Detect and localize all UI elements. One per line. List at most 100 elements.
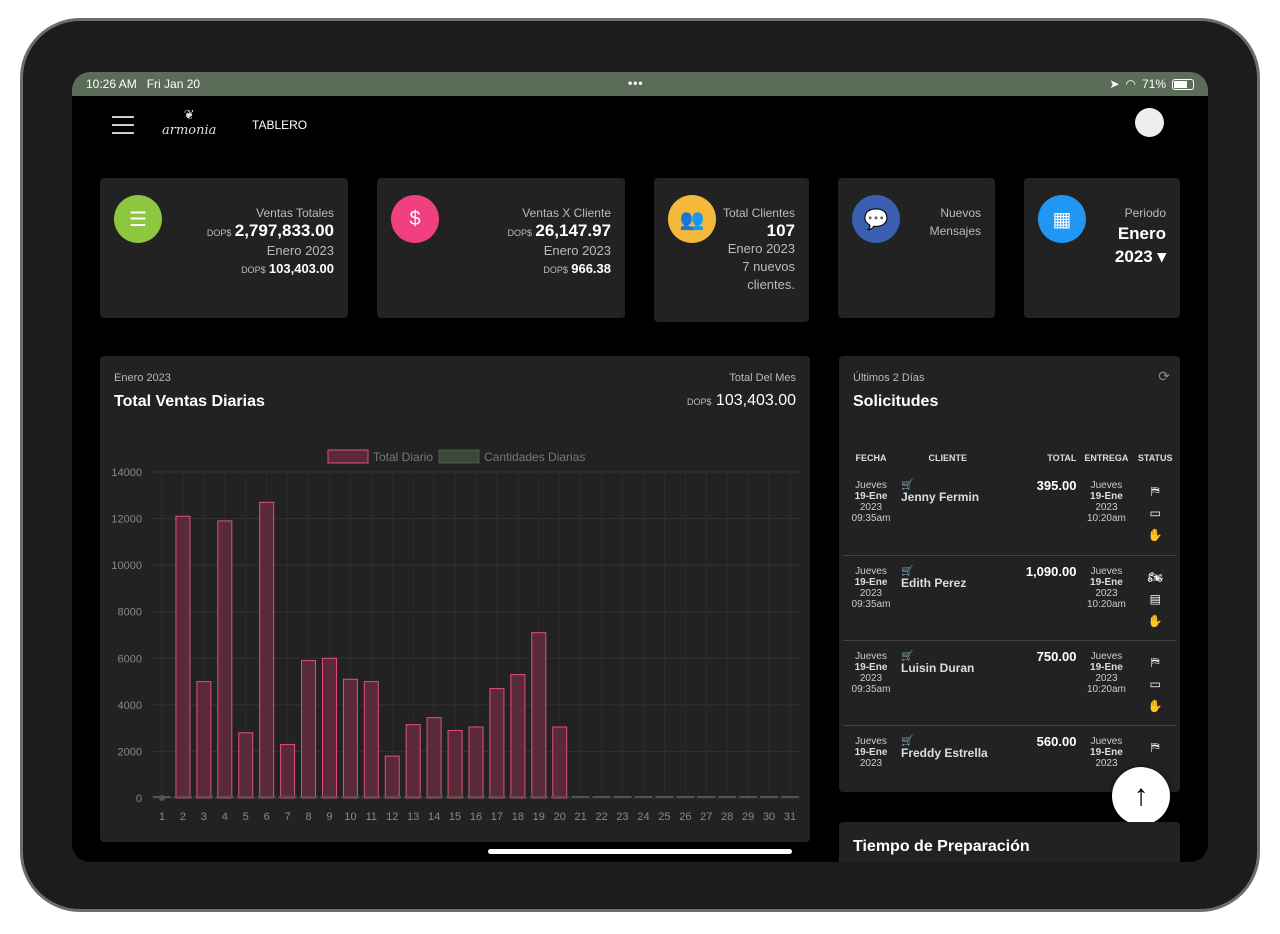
bar-cantidades-diarias [362,796,381,798]
x-tick-label: 27 [700,811,712,823]
x-tick-label: 16 [470,811,482,823]
bar-cantidades-diarias [781,796,799,798]
page-title: TABLERO [252,118,308,132]
refresh-icon[interactable]: ⟳ [1158,368,1170,384]
x-tick-label: 2 [180,811,186,823]
battery-percent: 71% [1141,77,1166,91]
kpi-periodo[interactable]: ▦ Periodo Enero 2023 ▾ [1024,178,1180,318]
x-tick-label: 13 [407,811,419,823]
bar-cantidades-diarias [467,796,485,798]
x-tick-label: 19 [533,811,545,823]
prep-time-card: Tiempo de Preparación [839,822,1180,862]
battery-icon [1172,78,1194,90]
bar-cantidades-diarias [550,796,569,798]
status-icon: ⛿ [1150,654,1160,669]
x-tick-label: 7 [285,811,291,823]
invoice-dollar-icon: $ [391,195,439,243]
status-icon: ✋ [1147,528,1163,542]
bar-total-diario [196,681,212,799]
scroll-top-button[interactable]: ↑ [1112,767,1170,825]
bar-total-diario [217,520,233,799]
bar-cantidades-diarias [236,796,255,798]
location-icon: ➤ [1109,77,1120,91]
x-tick-label: 1 [159,811,165,823]
bar-cantidades-diarias [655,796,674,798]
zero-point [159,795,165,801]
cart-icon: 🛒 [901,565,914,577]
x-tick-label: 11 [366,811,377,823]
bar-cantidades-diarias [613,796,632,798]
multitask-dots[interactable]: ••• [628,76,644,90]
coins-icon: ☰ [114,195,162,243]
bar-total-diario [384,755,400,799]
bar-cantidades-diarias [592,796,611,798]
kpi-ventas-cliente: $ Ventas X Cliente DOP$ 26,147.97 Enero … [377,178,625,318]
bar-cantidades-diarias [676,796,695,798]
bar-cantidades-diarias [425,796,444,798]
bar-total-diario [447,729,463,799]
period-select[interactable]: Enero 2023 ▾ [1114,224,1166,266]
x-tick-label: 23 [616,811,628,823]
bar-cantidades-diarias [341,796,360,798]
y-tick-label: 12000 [111,514,142,526]
bar-total-diario [468,726,484,799]
bar-total-diario [238,732,254,799]
x-tick-label: 14 [428,811,440,823]
bar-total-diario [489,688,505,799]
bar-total-diario [363,681,379,799]
status-icon: ▭ [1149,676,1161,691]
menu-icon[interactable] [112,116,134,140]
table-row[interactable]: Jueves 19-Ene 2023 09:35am 🛒 Jenny Fermin 39… [843,470,1176,556]
table-row[interactable]: Jueves 19-Ene 2023 09:35am 🛒 Edith Perez 1,0… [843,555,1176,641]
chart-period: Enero 2023 [114,372,171,384]
bar-cantidades-diarias [634,796,653,798]
home-indicator[interactable] [488,849,792,854]
status-icon: ▭ [1149,506,1161,520]
y-tick-label: 2000 [118,746,142,758]
kpi-nuevos-mensajes[interactable]: 💬 Nuevos Mensajes [838,178,995,318]
bar-cantidades-diarias [508,796,527,798]
bar-total-diario [342,678,358,799]
bar-total-diario [259,501,275,799]
cart-icon: 🛒 [901,735,914,747]
status-time: 10:26 AM [86,77,137,91]
x-tick-label: 22 [595,811,607,823]
status-icon: ✋ [1147,698,1163,713]
requests-title: Solicitudes [853,393,939,410]
bar-total-diario [301,660,317,799]
y-tick-label: 8000 [118,607,142,619]
y-tick-label: 10000 [111,560,142,572]
logo: ❦ armonia [162,108,217,138]
x-tick-label: 5 [243,811,249,823]
x-tick-label: 18 [512,811,524,823]
bar-cantidades-diarias [739,796,758,798]
bar-cantidades-diarias [404,796,423,798]
bar-cantidades-diarias [571,796,590,798]
bar-cantidades-diarias [278,796,297,798]
month-total: 103,403.00 [715,392,796,409]
x-tick-label: 8 [305,811,311,823]
avatar[interactable] [1135,108,1164,137]
bar-total-diario [321,657,337,799]
bar-total-diario [426,717,442,799]
x-tick-label: 6 [264,811,270,823]
y-tick-label: 4000 [118,700,142,712]
legend-label: Cantidades Diarias [484,450,585,464]
users-icon: 👥 [668,195,716,243]
table-row[interactable]: Jueves 19-Ene 2023 09:35am 🛒 Luisin Duran 75… [843,640,1176,726]
bar-total-diario [510,674,526,799]
calendar-icon: ▦ [1038,195,1086,243]
bar-cantidades-diarias [529,796,548,798]
status-icon: ▤ [1149,591,1161,606]
status-icon: ⛿ [1150,484,1160,498]
bar-cantidades-diarias [299,796,318,798]
x-tick-label: 31 [784,811,796,823]
status-icon: ✋ [1147,613,1163,628]
bar-total-diario [552,726,568,799]
legend-swatch [327,449,369,464]
x-tick-label: 4 [222,811,228,823]
requests-card: Últimos 2 Días ⟳ Solicitudes FECHA CLIENT… [839,356,1180,792]
y-tick-label: 6000 [118,653,142,665]
legend-swatch [438,449,480,464]
